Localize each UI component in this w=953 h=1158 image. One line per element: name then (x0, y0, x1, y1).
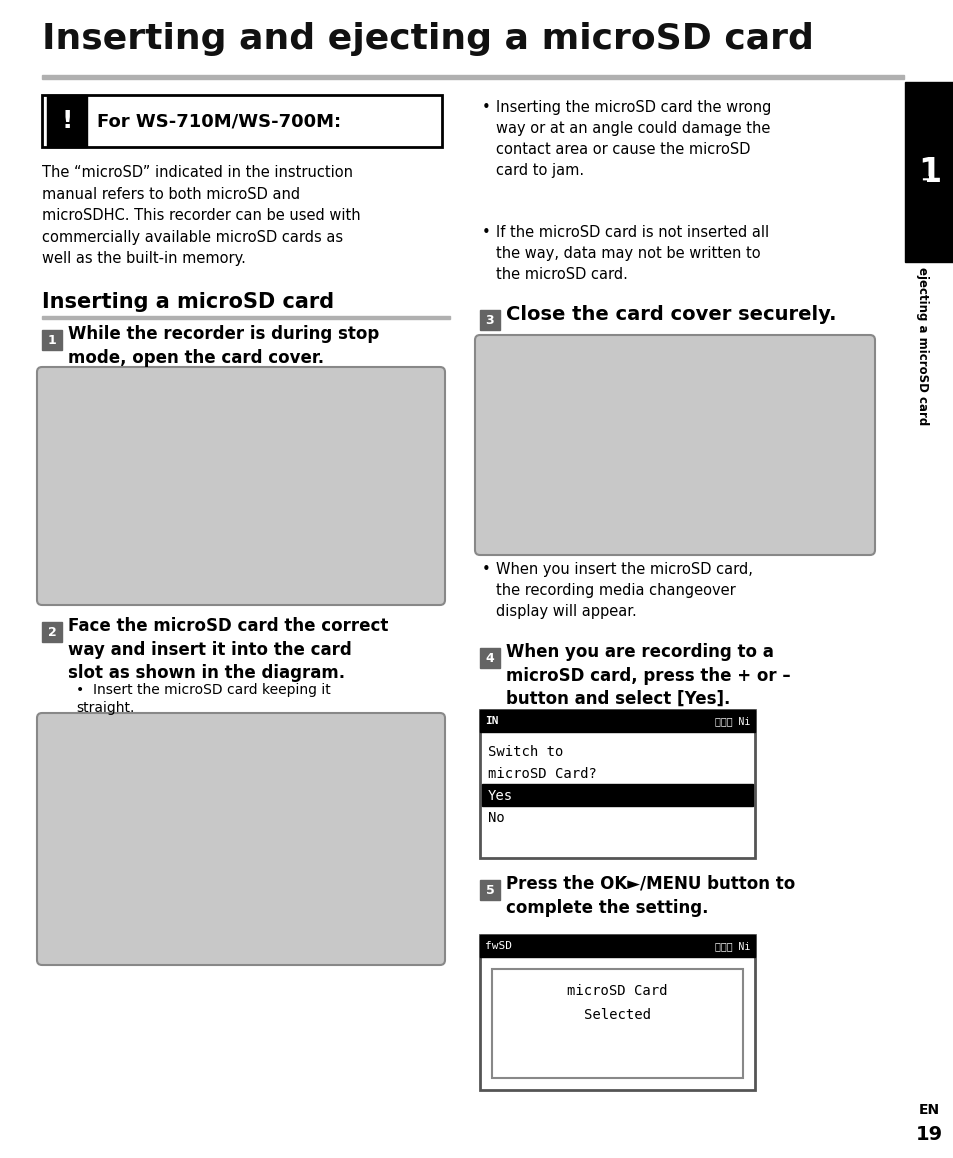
Text: !: ! (61, 109, 72, 133)
Text: While the recorder is during stop
mode, open the card cover.: While the recorder is during stop mode, … (68, 325, 379, 367)
FancyBboxPatch shape (475, 335, 874, 555)
Text: 2: 2 (48, 625, 56, 638)
Bar (479, 935, 754, 957)
FancyBboxPatch shape (37, 713, 444, 965)
Text: The “microSD” indicated in the instruction
manual refers to both microSD and
mic: The “microSD” indicated in the instructi… (42, 164, 360, 266)
Bar (479, 880, 499, 900)
Text: Inserting and ejecting a microSD card: Inserting and ejecting a microSD card (916, 175, 928, 426)
Text: •: • (481, 225, 490, 240)
Text: 1: 1 (48, 334, 56, 346)
Text: Inserting a microSD card: Inserting a microSD card (42, 292, 334, 312)
Text: microSD Card?: microSD Card? (488, 767, 597, 780)
Bar (42, 330, 62, 350)
Text: microSD Card: microSD Card (567, 984, 667, 998)
Bar (479, 710, 754, 732)
Bar (492, 969, 742, 1078)
Text: No: No (488, 811, 504, 824)
Text: fwSD: fwSD (484, 941, 512, 951)
Text: EN: EN (918, 1104, 939, 1117)
Text: IN: IN (484, 716, 498, 726)
Text: Press the OK►/MENU button to
complete the setting.: Press the OK►/MENU button to complete th… (505, 875, 795, 917)
Text: •  Insert the microSD card keeping it
straight.: • Insert the microSD card keeping it str… (76, 683, 331, 716)
Text: •: • (481, 100, 490, 115)
Text: ⅡⅡⅡ Ni: ⅡⅡⅡ Ni (714, 941, 749, 951)
Bar (42, 95, 441, 147)
Bar (42, 74, 903, 79)
Text: When you insert the microSD card,
the recording media changeover
display will ap: When you insert the microSD card, the re… (496, 562, 752, 620)
Text: For WS-710M/WS-700M:: For WS-710M/WS-700M: (97, 112, 341, 130)
Text: Inserting and ejecting a microSD card: Inserting and ejecting a microSD card (42, 22, 813, 56)
Bar (42, 622, 62, 642)
Text: 1: 1 (917, 155, 940, 189)
Text: Inserting the microSD card the wrong
way or at an angle could damage the
contact: Inserting the microSD card the wrong way… (496, 100, 771, 178)
Text: Face the microSD card the correct
way and insert it into the card
slot as shown : Face the microSD card the correct way an… (68, 617, 388, 682)
Bar (479, 648, 499, 668)
Text: Switch to: Switch to (488, 745, 563, 758)
Text: 19: 19 (915, 1126, 943, 1144)
Bar (479, 935, 754, 1090)
FancyBboxPatch shape (37, 367, 444, 604)
Bar (481, 784, 752, 806)
Text: •: • (481, 562, 490, 577)
Text: Selected: Selected (583, 1007, 650, 1023)
Bar (479, 310, 499, 330)
Text: When you are recording to a
microSD card, press the + or –
button and select [Ye: When you are recording to a microSD card… (505, 643, 790, 709)
Bar (479, 710, 754, 858)
Text: ⅡⅡⅡ Ni: ⅡⅡⅡ Ni (714, 716, 749, 726)
Text: 4: 4 (485, 652, 494, 665)
Text: 3: 3 (485, 314, 494, 327)
Bar (42, 316, 450, 318)
Bar (47, 95, 87, 147)
Text: Yes: Yes (488, 789, 513, 802)
Text: Close the card cover securely.: Close the card cover securely. (505, 305, 836, 324)
Text: 5: 5 (485, 884, 494, 896)
Bar (904, 82, 953, 262)
Text: If the microSD card is not inserted all
the way, data may not be written to
the : If the microSD card is not inserted all … (496, 225, 768, 283)
